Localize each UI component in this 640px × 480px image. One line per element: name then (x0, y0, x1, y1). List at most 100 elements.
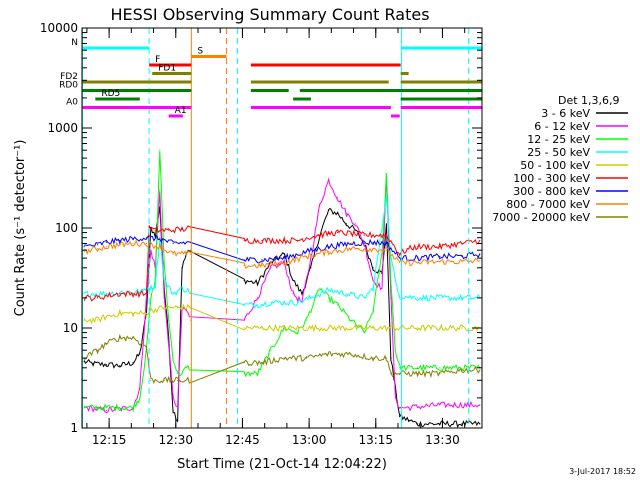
data-point (479, 404, 481, 406)
data-point (159, 149, 161, 151)
data-point (390, 357, 392, 359)
data-point (172, 253, 174, 255)
flag-label-a1: A1 (175, 106, 187, 116)
data-point (132, 407, 134, 409)
data-point (305, 237, 307, 239)
data-point (154, 284, 156, 286)
data-point (345, 212, 347, 214)
data-point (168, 342, 170, 345)
data-point (328, 246, 330, 248)
data-point (119, 337, 121, 339)
data-point (150, 249, 152, 251)
legend-label-50-100-kev: 50 - 100 keV (520, 159, 590, 172)
data-point (154, 234, 156, 236)
flag-label-rd0: RD0 (59, 81, 78, 91)
data-point (145, 237, 147, 239)
data-point (97, 349, 99, 351)
data-point (243, 319, 245, 321)
data-point (159, 238, 161, 240)
series-800-7000-kev (83, 239, 481, 269)
flag-label-a0: A0 (66, 98, 78, 108)
data-point (163, 297, 165, 299)
data-point (83, 293, 85, 295)
data-point (185, 309, 187, 311)
legend-label-3-6-kev: 3 - 6 keV (541, 107, 590, 120)
data-point (150, 287, 152, 289)
data-point (337, 304, 339, 306)
data-point (119, 244, 121, 246)
data-point (381, 253, 383, 255)
data-point (372, 267, 374, 269)
series-line-300-800-kev (84, 234, 481, 264)
data-point (372, 248, 374, 250)
data-point (394, 349, 396, 351)
data-point (163, 379, 165, 381)
flag-label-n: N (71, 38, 78, 48)
data-point (243, 362, 245, 364)
data-point (350, 248, 352, 250)
data-point (363, 297, 365, 299)
data-point (390, 297, 392, 299)
data-point (270, 267, 272, 269)
series-line-3-6-kev (83, 206, 481, 428)
data-point (119, 365, 121, 367)
data-point (97, 297, 99, 299)
flag-label-rd5: RD5 (101, 89, 120, 99)
data-point (310, 267, 312, 269)
data-point (163, 279, 165, 281)
data-point (350, 319, 352, 321)
data-point (399, 327, 401, 329)
data-point (372, 287, 374, 289)
data-point (399, 367, 401, 369)
data-point (172, 293, 174, 295)
data-point (461, 423, 463, 425)
data-point (417, 423, 419, 425)
data-point (243, 239, 245, 242)
data-point (372, 357, 374, 359)
legend-label-100-300-kev: 100 - 300 keV (513, 172, 590, 185)
legend-label-25-50-kev: 25 - 50 keV (527, 146, 590, 159)
data-point (479, 423, 481, 425)
data-point (372, 241, 374, 243)
legend-label-7000-20000-kev: 7000 - 20000 keV (492, 211, 590, 224)
data-point (292, 279, 294, 281)
data-point (132, 312, 134, 314)
y-axis-label: Count Rate (s⁻¹ detector⁻¹) (13, 140, 28, 317)
data-point (439, 246, 441, 248)
x-tick-label: 12:15 (92, 433, 127, 447)
data-point (479, 369, 481, 371)
data-point (328, 289, 330, 291)
x-axis: 12:15 12:30 12:45 13:00 13:15 13:30 (86, 28, 466, 447)
data-point (328, 179, 330, 181)
data-point (139, 387, 141, 389)
data-point (399, 262, 401, 264)
chart-title: HESSI Observing Summary Count Rates (110, 5, 429, 24)
data-point (83, 251, 85, 253)
data-point (261, 259, 263, 261)
legend-label-300-800-kev: 300 - 800 keV (513, 185, 590, 198)
data-point (132, 337, 134, 339)
x-tick-label: 12:30 (158, 433, 193, 447)
data-point (461, 261, 463, 263)
data-point (283, 253, 285, 255)
data-point (337, 197, 339, 199)
data-point (305, 255, 307, 257)
data-point (372, 309, 374, 311)
footer-timestamp: 3-Jul-2017 18:52 (569, 467, 636, 476)
data-point (172, 242, 174, 245)
data-point (394, 397, 396, 399)
data-point (439, 423, 441, 425)
data-point (417, 367, 419, 369)
flag-label-fd2: FD2 (60, 72, 78, 82)
data-point (177, 307, 179, 309)
y-axis: 1 10 100 1000 10000 (40, 21, 482, 435)
data-point (261, 265, 263, 267)
data-point (385, 193, 387, 195)
data-point (319, 204, 321, 206)
data-point (310, 297, 312, 299)
data-point (417, 297, 419, 299)
data-point (181, 267, 183, 269)
x-tick-label: 13:15 (358, 433, 393, 447)
data-point (159, 189, 161, 191)
data-point (390, 257, 392, 259)
